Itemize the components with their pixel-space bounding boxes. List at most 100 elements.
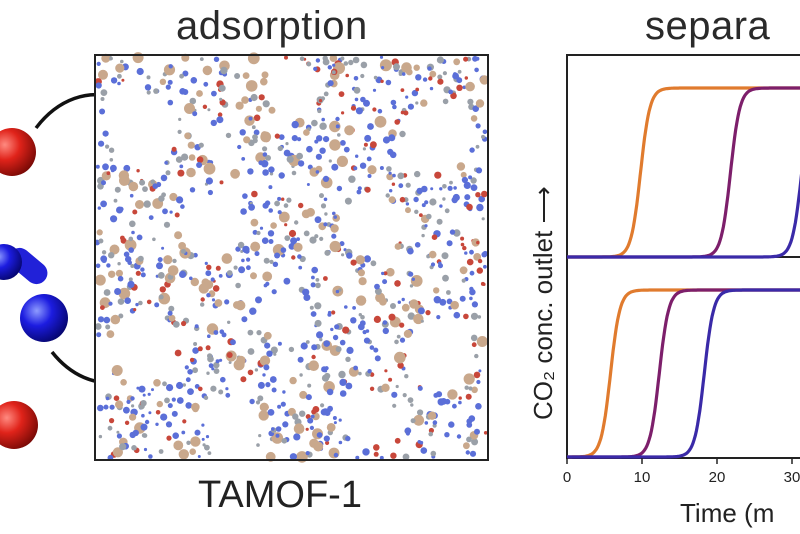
framework-atom xyxy=(95,164,100,169)
framework-atom xyxy=(453,58,461,66)
framework-atom xyxy=(221,332,227,338)
framework-atom xyxy=(277,210,282,215)
framework-atom xyxy=(450,92,457,100)
framework-atom xyxy=(179,88,186,95)
framework-atom xyxy=(311,409,317,415)
framework-atom xyxy=(264,342,271,349)
framework-atom xyxy=(192,367,199,374)
framework-atom xyxy=(169,192,178,202)
framework-atom xyxy=(280,247,287,253)
framework-atom xyxy=(466,436,472,443)
framework-atom xyxy=(404,374,409,379)
framework-atom xyxy=(466,258,474,266)
framework-atom xyxy=(277,145,283,152)
framework-atom xyxy=(275,433,280,438)
framework-atom xyxy=(142,393,146,397)
framework-atom xyxy=(247,168,254,175)
framework-atom xyxy=(124,420,130,425)
framework-atom xyxy=(436,56,444,64)
framework-atom xyxy=(286,197,292,203)
framework-atom xyxy=(372,107,377,112)
framework-atom xyxy=(241,316,248,323)
framework-atom xyxy=(411,277,415,281)
framework-atom xyxy=(102,130,109,137)
framework-atom xyxy=(319,337,323,342)
framework-atom xyxy=(335,346,342,353)
framework-atom xyxy=(470,312,479,320)
framework-atom xyxy=(427,66,432,71)
framework-atom xyxy=(159,286,166,293)
framework-atom xyxy=(151,388,154,392)
framework-atom xyxy=(235,282,241,289)
framework-atom xyxy=(226,270,233,276)
framework-atom xyxy=(283,203,289,208)
framework-atom xyxy=(323,222,328,227)
framework-atom xyxy=(448,89,454,95)
framework-atom xyxy=(256,230,261,236)
framework-atom xyxy=(265,281,270,286)
framework-atom xyxy=(468,175,473,180)
framework-atom xyxy=(433,287,440,294)
framework-atom xyxy=(459,295,466,302)
framework-atom xyxy=(469,450,477,457)
framework-atom xyxy=(192,111,198,117)
framework-atom xyxy=(256,330,262,336)
framework-atom xyxy=(258,410,269,421)
framework-atom xyxy=(174,349,182,357)
framework-atom xyxy=(433,296,441,304)
framework-atom xyxy=(381,383,390,392)
framework-atom xyxy=(414,242,421,248)
framework-atom xyxy=(158,195,165,202)
framework-atom xyxy=(314,216,322,224)
framework-atom xyxy=(309,305,314,310)
framework-atom xyxy=(439,298,447,306)
framework-atom xyxy=(323,136,330,143)
framework-atom xyxy=(452,403,457,409)
framework-atom xyxy=(405,95,409,99)
framework-atom xyxy=(174,231,183,240)
framework-atom xyxy=(426,213,432,220)
framework-atom xyxy=(481,190,488,198)
framework-atom xyxy=(388,134,396,142)
framework-atom xyxy=(373,315,381,323)
framework-atom xyxy=(190,436,201,447)
framework-atom xyxy=(355,107,363,115)
framework-atom xyxy=(289,453,297,461)
framework-atom xyxy=(409,299,419,309)
framework-atom xyxy=(138,385,146,393)
framework-atom xyxy=(261,160,269,168)
framework-atom xyxy=(221,253,233,264)
framework-atom xyxy=(348,175,356,183)
framework-atom xyxy=(165,170,171,176)
framework-atom xyxy=(332,63,336,67)
framework-atom xyxy=(125,256,132,263)
framework-atom xyxy=(94,274,106,286)
framework-atom xyxy=(386,166,392,172)
framework-atom xyxy=(322,175,330,182)
tamof-framework-structure xyxy=(94,52,490,463)
framework-atom xyxy=(316,135,323,142)
framework-atom xyxy=(417,385,423,391)
framework-atom xyxy=(258,434,262,438)
framework-atom xyxy=(478,369,482,373)
framework-atom xyxy=(286,155,294,163)
framework-atom xyxy=(153,88,159,94)
framework-atom xyxy=(431,234,438,240)
framework-atom xyxy=(309,425,314,430)
framework-atom xyxy=(471,438,479,446)
framework-atom xyxy=(360,61,368,69)
framework-atom xyxy=(370,260,377,267)
framework-atom xyxy=(483,431,488,435)
framework-atom xyxy=(297,356,304,363)
framework-atom xyxy=(270,346,278,354)
framework-atom xyxy=(343,146,350,153)
framework-atom xyxy=(391,391,398,398)
framework-atom xyxy=(307,417,314,424)
framework-atom xyxy=(187,388,194,395)
framework-atom xyxy=(136,386,140,390)
framework-atom xyxy=(436,218,443,225)
framework-atom xyxy=(285,142,289,146)
framework-atom xyxy=(135,302,139,307)
framework-atom xyxy=(282,421,289,428)
framework-atom xyxy=(176,196,184,204)
